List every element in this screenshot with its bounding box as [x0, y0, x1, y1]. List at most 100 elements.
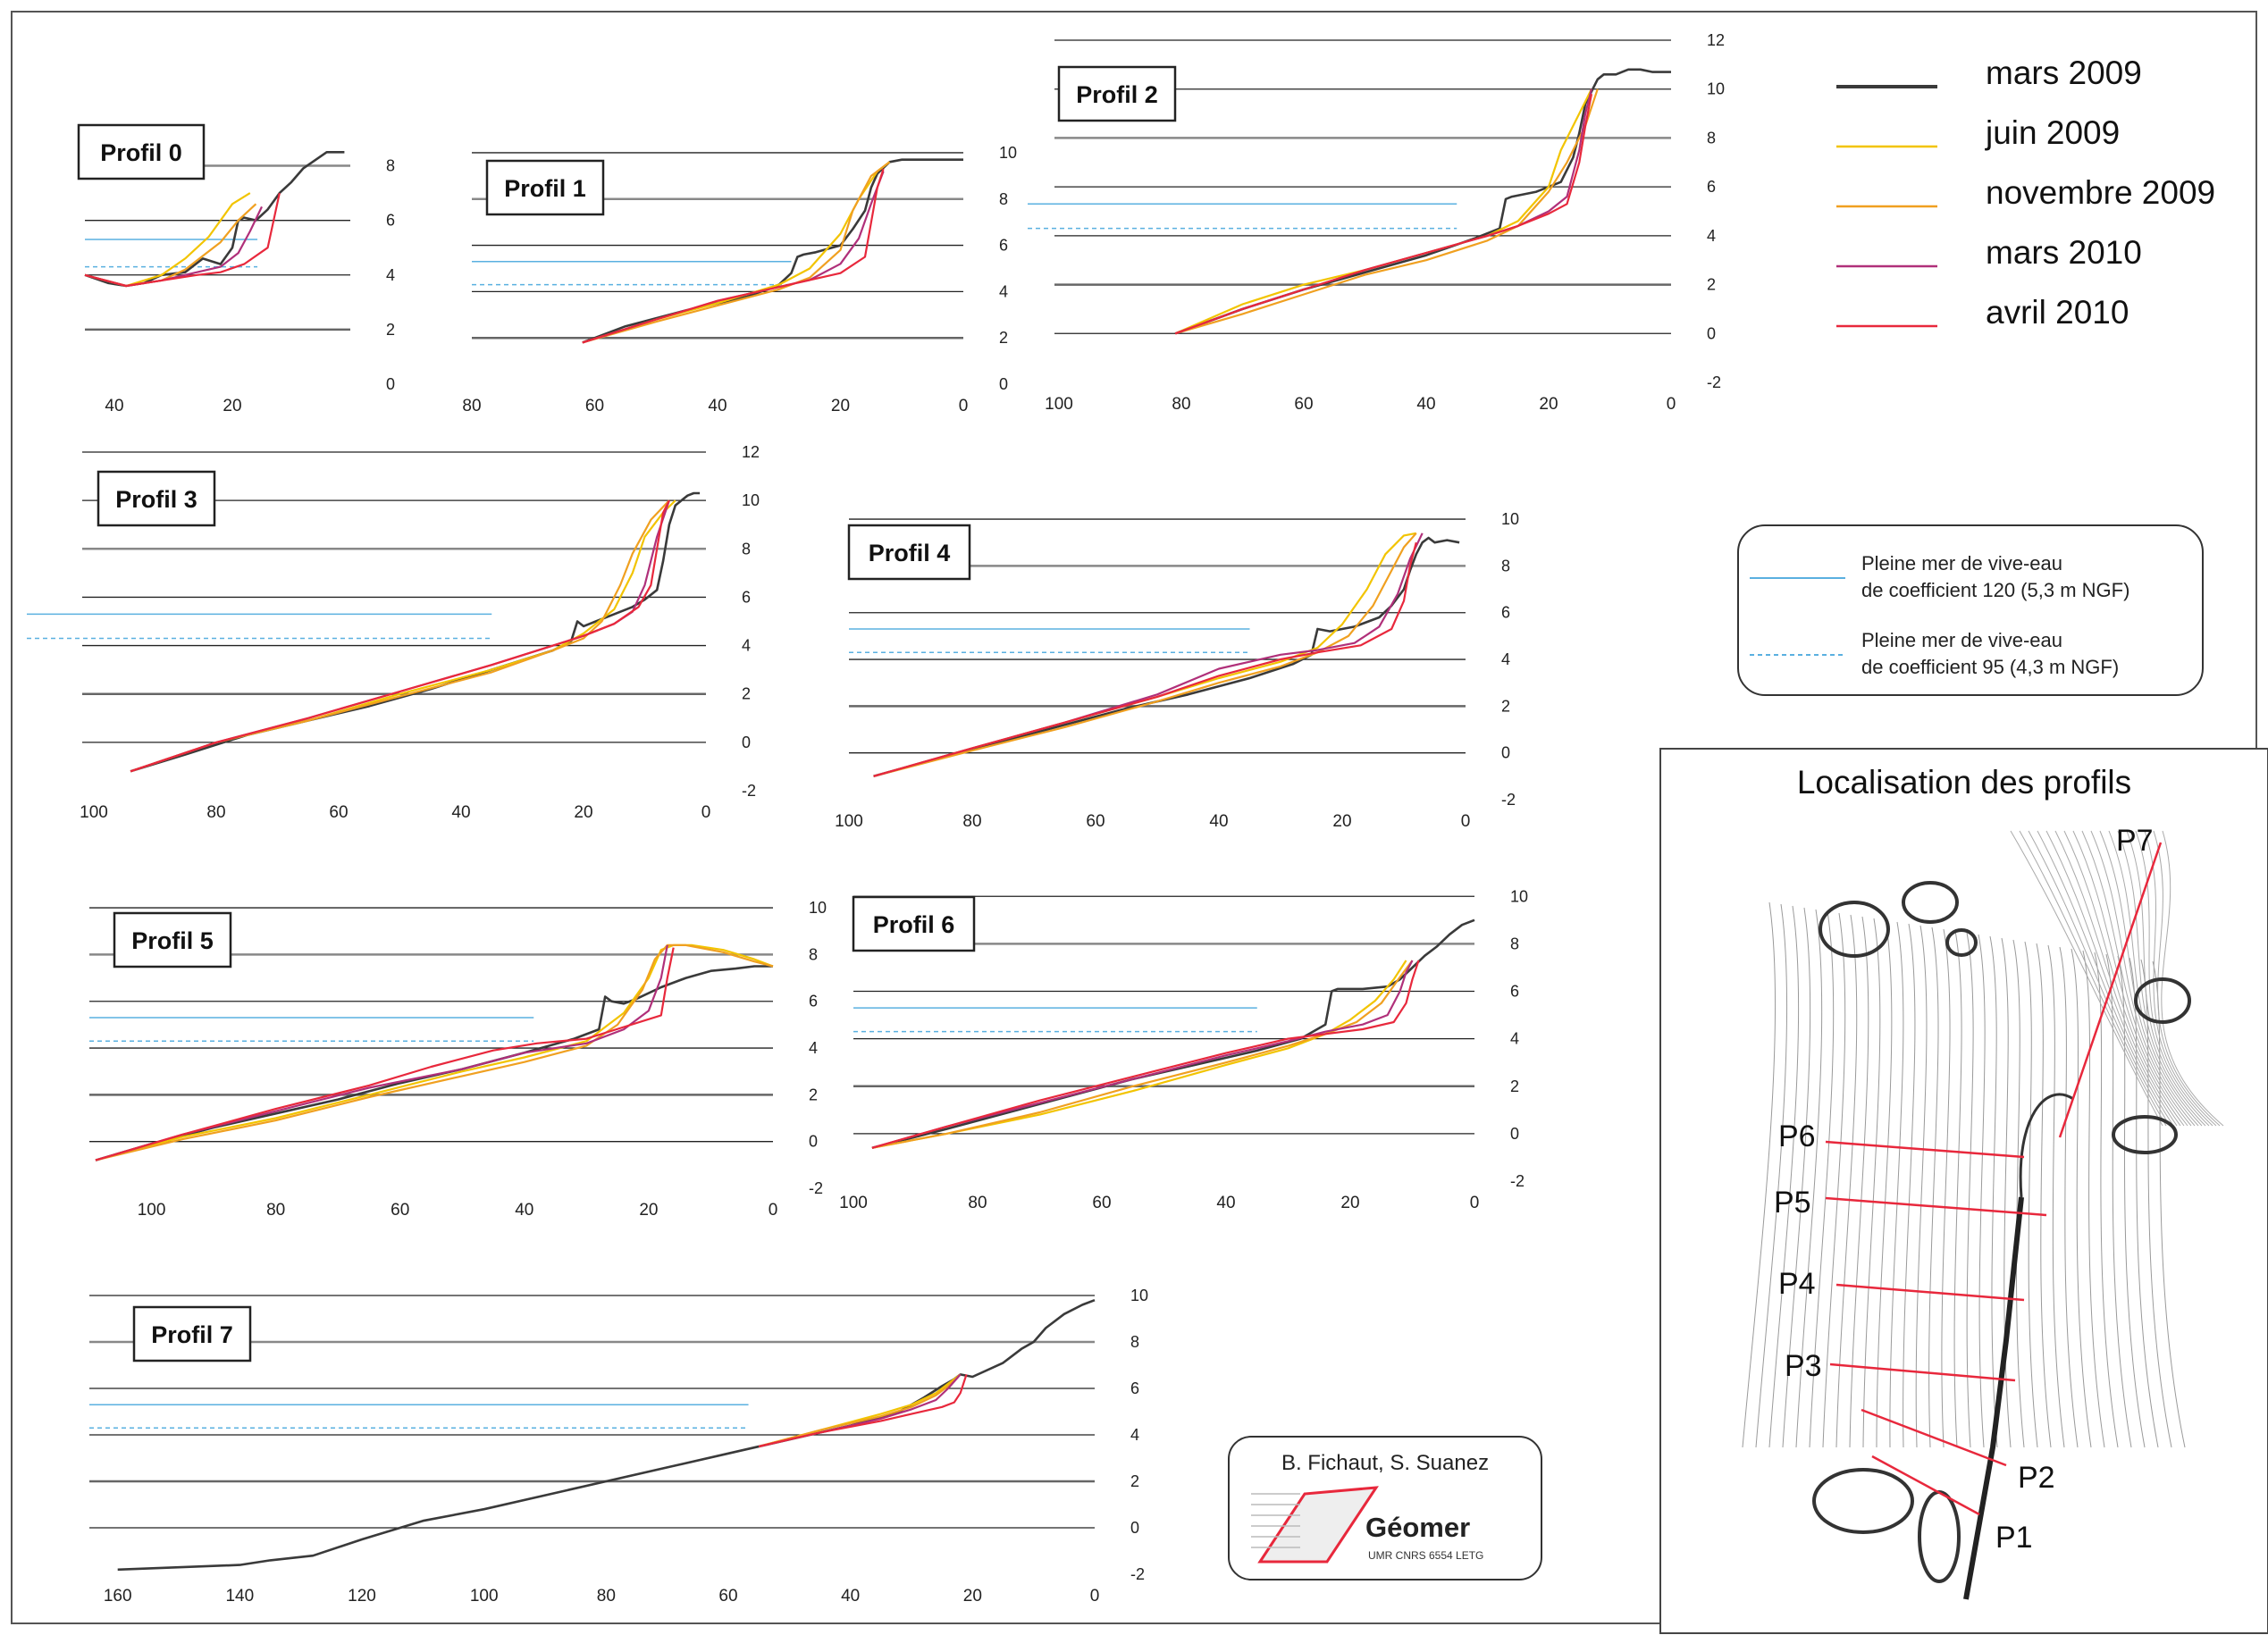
y-tick-label: 8: [1707, 129, 1716, 147]
map-contour: [2081, 830, 2192, 1127]
map-shoreline: [1963, 1196, 2024, 1600]
series-line-4: [130, 499, 670, 773]
x-tick-label: 20: [1539, 395, 1558, 414]
map-contour: [2024, 941, 2038, 1448]
x-tick-label: 100: [80, 803, 108, 822]
series-line-4: [873, 541, 1417, 777]
x-tick-label: 40: [1216, 1194, 1235, 1212]
chart-title-box: [132, 1305, 252, 1362]
map-contour: [2117, 830, 2206, 1127]
y-tick-label: 0: [742, 734, 751, 751]
map-contour: [1849, 916, 1869, 1448]
series-line-1: [95, 943, 774, 1161]
y-tick-label: 8: [809, 945, 818, 963]
x-tick-label: 20: [639, 1201, 658, 1220]
tide-legend-label: Pleine mer de vive-eau: [1861, 552, 2062, 574]
x-tick-label: 0: [1667, 395, 1676, 414]
chart-title: Profil 5: [131, 927, 214, 954]
y-tick-label: 4: [742, 637, 751, 655]
series-line-0: [1174, 68, 1671, 335]
map-contour: [2126, 830, 2210, 1127]
legend-label: juin 2009: [1985, 114, 2120, 151]
x-tick-label: 0: [1090, 1587, 1100, 1606]
chart-title-box: [77, 123, 206, 180]
x-tick-label: 20: [831, 397, 850, 415]
series-line-3: [1174, 88, 1593, 335]
chart-title: Profil 2: [1076, 81, 1158, 108]
x-tick-label: 40: [708, 397, 727, 415]
y-tick-label: -2: [1510, 1172, 1525, 1190]
x-tick-label: 40: [841, 1587, 860, 1606]
chart-title-box: [852, 895, 976, 952]
y-tick-label: 2: [1501, 697, 1510, 715]
map-profile-label: P2: [2018, 1461, 2055, 1495]
y-tick-label: 10: [999, 144, 1017, 162]
x-tick-label: 60: [329, 803, 348, 822]
y-tick-labels: 0 2 4 6 8 10: [999, 144, 1017, 393]
map-contour: [2012, 939, 2025, 1448]
chart-title-box: [97, 470, 216, 527]
series-line-4: [871, 960, 1420, 1149]
x-tick-label: 60: [718, 1587, 737, 1606]
y-tick-label: 2: [809, 1086, 818, 1103]
chart-title-box: [485, 159, 605, 216]
map-profile-label: P4: [1778, 1267, 1816, 1301]
legend-label: novembre 2009: [1986, 174, 2215, 211]
x-tick-label: 0: [701, 803, 711, 822]
chart-6: -2 0 2 4 6 8 10 100 80 60 40 20 0 Profil 6: [839, 887, 1528, 1212]
y-tick-label: 6: [1707, 178, 1716, 196]
y-tick-label: -2: [809, 1179, 823, 1197]
y-tick-label: 2: [1130, 1472, 1139, 1490]
y-tick-label: 10: [1510, 887, 1528, 905]
chart-3: -2 0 2 4 6 8 10 12 100 80 60 40 20 0 Profil 3: [27, 443, 760, 822]
map-contour: [2161, 830, 2224, 1127]
series-line-2: [95, 943, 774, 1161]
x-tick-label: 60: [1092, 1194, 1111, 1212]
map-transect: [1829, 1362, 2016, 1382]
y-tick-labels: -2 0 2 4 6 8 10 12: [742, 443, 760, 800]
series-line-4: [1174, 93, 1593, 335]
y-tick-label: 2: [1510, 1077, 1519, 1095]
map-contour: [2063, 830, 2185, 1127]
legend-label: avril 2010: [1986, 294, 2129, 331]
series-line-1: [871, 960, 1407, 1149]
series-line-3: [582, 171, 885, 344]
chart-5: -2 0 2 4 6 8 10 100 80 60 40 20 0 Profil 5: [89, 899, 827, 1220]
chart-title: Profil 1: [504, 175, 586, 202]
map-contour: [2094, 952, 2119, 1448]
y-tick-labels: -2 0 2 4 6 8 10: [1130, 1287, 1148, 1583]
y-tick-label: 0: [1501, 744, 1510, 762]
y-tick-label: 0: [809, 1133, 818, 1151]
map-contour: [2054, 830, 2181, 1127]
series-line-2: [1174, 88, 1599, 335]
y-tick-label: 10: [809, 899, 827, 917]
series-line-0: [582, 158, 963, 344]
series-line-4: [582, 168, 885, 344]
map-spit: [2019, 1093, 2074, 1198]
map-contour: [1876, 919, 1893, 1448]
y-tick-label: 10: [1130, 1287, 1148, 1304]
map-contour: [1742, 901, 1777, 1448]
x-tick-label: 0: [1461, 812, 1471, 831]
series-line-1: [1174, 88, 1592, 335]
x-tick-label: 100: [835, 812, 863, 831]
map-contour: [2072, 830, 2188, 1127]
map-contour: [2090, 830, 2196, 1127]
series-line-0: [130, 491, 701, 773]
map-transect: [1825, 1196, 2047, 1217]
map-profile-label: P6: [1778, 1119, 1816, 1153]
y-tick-label: 6: [1510, 983, 1519, 1001]
x-tick-labels: 100 80 60 40 20 0: [80, 803, 710, 822]
tide-legend-label: de coefficient 120 (5,3 m NGF): [1861, 579, 2129, 601]
map-rock: [2134, 977, 2191, 1024]
x-tick-label: 80: [962, 812, 981, 831]
x-tick-label: 0: [959, 397, 969, 415]
y-tick-label: 0: [1707, 324, 1716, 342]
map-contour: [1782, 907, 1811, 1448]
series-line-1: [582, 161, 891, 344]
x-tick-label: 40: [1416, 395, 1435, 414]
x-tick-labels: 100 80 60 40 20 0: [839, 1194, 1479, 1212]
series-line-2: [871, 960, 1414, 1149]
y-tick-label: 6: [742, 588, 751, 606]
